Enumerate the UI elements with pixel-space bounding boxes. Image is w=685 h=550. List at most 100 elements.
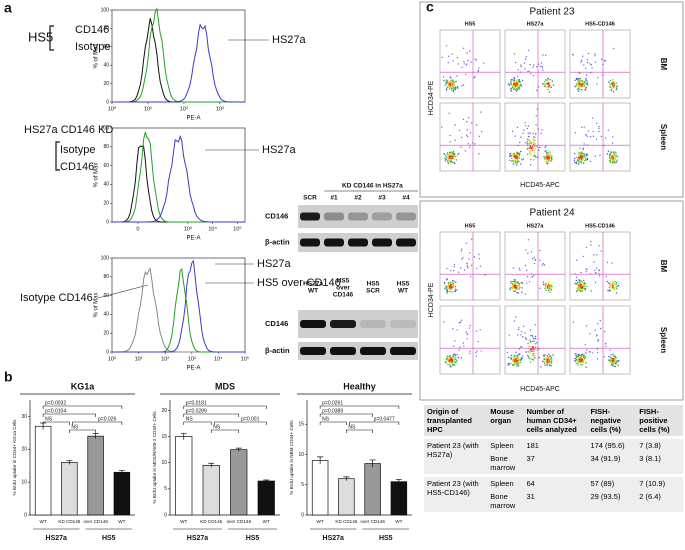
event-dot — [511, 287, 514, 290]
event-dot — [529, 151, 531, 154]
event-dot — [444, 84, 446, 87]
event-dot — [579, 156, 581, 158]
event-dot — [581, 286, 584, 289]
y-tick-label: 40 — [103, 182, 109, 188]
event-dot — [444, 160, 446, 162]
y-axis-label: % of Max — [94, 292, 100, 317]
event-dot — [579, 284, 582, 286]
event-dot — [453, 265, 455, 268]
event-dot — [450, 291, 452, 293]
event-dot — [575, 283, 578, 285]
event-dot — [545, 359, 548, 361]
event-dot — [510, 286, 512, 289]
event-dot — [516, 287, 519, 290]
event-dot — [463, 269, 466, 271]
event-dot — [454, 364, 456, 366]
event-dot — [529, 350, 531, 352]
event-dot — [517, 285, 519, 288]
event-dot — [530, 158, 532, 161]
event-dot — [611, 364, 613, 367]
bar — [364, 463, 381, 516]
y-tick-label: 15 — [298, 422, 304, 428]
legend-entry: CD146 — [75, 24, 109, 36]
event-dot — [529, 329, 532, 331]
event-dot — [596, 267, 598, 269]
event-dot — [533, 64, 535, 66]
significance-bracket — [319, 421, 347, 425]
event-dot — [524, 122, 526, 124]
event-dot — [532, 258, 534, 260]
event-dot — [586, 153, 588, 155]
event-dot — [542, 360, 544, 362]
event-dot — [617, 155, 619, 158]
event-dot — [611, 157, 613, 160]
event-dot — [581, 89, 583, 91]
event-dot — [530, 73, 532, 75]
blot-title: KD CD146 in HS27a — [342, 183, 403, 190]
event-dot — [454, 288, 456, 290]
x-tick-label: over CD146 — [226, 519, 251, 524]
event-dot — [444, 157, 446, 159]
event-dot — [452, 80, 454, 82]
event-dot — [582, 361, 584, 363]
event-dot — [451, 284, 453, 286]
event-dot — [510, 356, 512, 359]
event-dot — [517, 357, 520, 359]
event-dot — [582, 156, 584, 158]
significance-bracket — [210, 429, 240, 433]
event-dot — [513, 280, 515, 282]
event-dot — [541, 129, 543, 131]
event-dot — [616, 281, 618, 284]
event-dot — [447, 84, 450, 87]
event-dot — [527, 252, 529, 254]
significance-label: NS — [186, 416, 194, 422]
event-dot — [460, 250, 462, 252]
event-dot — [580, 158, 583, 161]
blot-band — [390, 320, 416, 328]
event-dot — [516, 281, 519, 283]
event-dot — [608, 290, 611, 292]
event-dot — [612, 83, 614, 85]
event-dot — [549, 86, 551, 88]
event-dot — [510, 280, 512, 283]
event-dot — [532, 350, 534, 352]
event-dot — [616, 285, 618, 288]
event-dot — [594, 55, 596, 57]
x-tick-label: WT — [263, 519, 270, 524]
event-dot — [534, 139, 536, 141]
table-cell: 3 (8.1) — [636, 452, 683, 476]
event-dot — [584, 283, 587, 285]
event-dot — [458, 129, 461, 132]
event-dot — [543, 83, 545, 85]
event-dot — [451, 89, 453, 91]
event-dot — [510, 354, 512, 356]
event-dot — [525, 249, 527, 251]
event-dot — [448, 290, 450, 293]
histogram-curve — [112, 259, 245, 353]
event-dot — [583, 85, 585, 87]
event-dot — [540, 132, 542, 134]
event-dot — [450, 356, 452, 358]
event-dot — [583, 157, 585, 160]
panel-label: b — [4, 369, 13, 385]
event-dot — [594, 329, 596, 331]
event-dot — [449, 81, 451, 83]
x-tick-label: KD CD146 — [58, 519, 80, 524]
event-dot — [466, 135, 469, 138]
table-row: Patient 23 (with HS27a) Spleen 181 174 (95.… — [424, 436, 683, 476]
event-dot — [445, 287, 447, 289]
y-tick-label: 0 — [301, 512, 304, 518]
event-dot — [452, 279, 454, 282]
event-dot — [519, 346, 522, 348]
event-dot — [520, 150, 522, 153]
y-tick-label: 0 — [106, 99, 109, 105]
event-dot — [534, 154, 536, 157]
event-dot — [510, 80, 512, 83]
event-dot — [516, 356, 518, 358]
blot-band — [300, 212, 320, 221]
event-dot — [445, 285, 447, 287]
event-dot — [450, 152, 452, 155]
event-dot — [550, 157, 552, 159]
event-dot — [605, 275, 607, 277]
event-dot — [446, 356, 448, 358]
